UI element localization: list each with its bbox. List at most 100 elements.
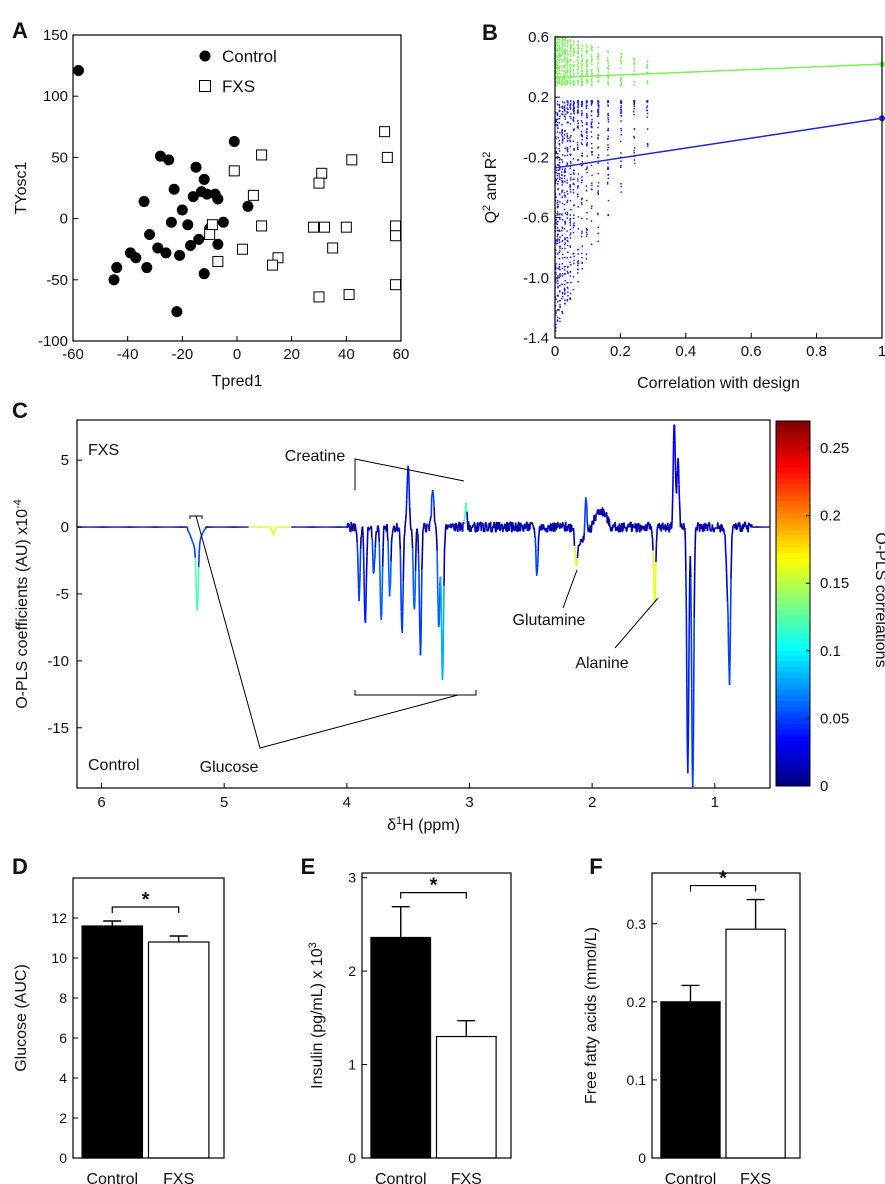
r2-point: [561, 47, 563, 49]
q2-point: [561, 173, 563, 176]
y-tick-label: 0: [59, 1150, 67, 1166]
q2-point: [646, 106, 648, 109]
q2-point: [564, 292, 566, 294]
q2-point: [633, 101, 635, 104]
q2-point: [559, 132, 561, 134]
q2-point: [561, 202, 564, 205]
q2-point: [590, 110, 593, 113]
q2-point: [619, 101, 622, 104]
q2-point: [590, 131, 593, 133]
x-tick-label: 6: [97, 794, 105, 811]
r2-point: [572, 65, 575, 68]
q2-point: [573, 102, 575, 104]
q2-point: [558, 193, 561, 196]
r2-point: [558, 38, 560, 41]
plot-frame: [72, 877, 225, 1159]
q2-point: [572, 288, 575, 291]
q2-point: [566, 270, 569, 273]
q2-point: [597, 240, 600, 243]
q2-point: [573, 169, 575, 172]
q2-point: [561, 292, 564, 295]
q2-point: [573, 148, 575, 151]
r2-point: [554, 38, 557, 41]
annotation-glucose: Glucose: [200, 759, 259, 776]
q2-point: [581, 256, 583, 259]
colorbar-segment: [776, 500, 810, 508]
q2-point: [581, 245, 584, 247]
q2-point: [597, 136, 599, 139]
q2-point: [586, 121, 588, 124]
q2-point: [566, 147, 568, 149]
bar-control: [81, 925, 144, 1159]
point-fxs: [327, 242, 339, 254]
q2-point: [563, 290, 566, 292]
legend-label-fxs: FXS: [222, 77, 255, 96]
r2-point: [607, 82, 609, 85]
y-axis-label: Insulin (pg/mL) x 103: [307, 942, 326, 1089]
q2-point: [620, 164, 622, 167]
q2-point: [581, 105, 583, 107]
q2-point: [577, 122, 579, 124]
q2-point: [566, 190, 568, 193]
r2-point: [581, 73, 584, 75]
q2-point: [597, 106, 600, 108]
q2-point: [563, 302, 566, 305]
x-tick-label: 1: [711, 794, 719, 811]
r2-point: [591, 63, 593, 65]
r2-point: [564, 49, 567, 52]
q2-point: [555, 310, 557, 312]
q2-point: [590, 164, 593, 167]
y-tick-label: -5: [56, 586, 69, 603]
r2-point: [569, 58, 571, 61]
colorbar-segment: [776, 552, 810, 559]
q2-point: [561, 101, 564, 103]
r2-point: [570, 59, 572, 61]
r2-point: [577, 46, 580, 49]
q2-point: [563, 115, 566, 117]
q2-point: [577, 253, 580, 255]
r2-point: [564, 73, 566, 75]
q2-point: [561, 131, 563, 133]
r2-point: [555, 67, 557, 70]
r2-point: [572, 73, 575, 76]
q2-point: [561, 267, 564, 270]
r2-point: [573, 80, 575, 83]
q2-point: [563, 191, 566, 194]
q2-point: [646, 105, 649, 107]
q2-point: [561, 218, 564, 221]
q2-point: [573, 262, 575, 265]
q2-point: [586, 128, 588, 130]
q2-point: [557, 285, 559, 288]
r2-point: [566, 67, 568, 70]
q2-point: [620, 115, 623, 117]
y-tick-label: -1.4: [523, 330, 549, 347]
r2-point: [585, 74, 588, 77]
q2-point: [570, 117, 572, 120]
q2-point: [573, 255, 575, 258]
colorbar-segment: [776, 666, 810, 673]
r2-point: [620, 76, 622, 79]
x-tick-label: 40: [338, 346, 355, 363]
q2-point: [557, 127, 559, 129]
r2-point: [566, 80, 569, 82]
r2-point: [590, 72, 593, 75]
r2-point: [646, 81, 649, 83]
q2-point: [567, 291, 569, 293]
colorbar-segment: [776, 723, 810, 730]
q2-point: [591, 151, 593, 153]
q2-point: [572, 183, 575, 185]
point-fxs: [390, 279, 402, 291]
q2-point: [569, 184, 571, 187]
r2-point: [570, 44, 572, 46]
r2-point: [633, 66, 636, 69]
q2-point: [557, 233, 559, 235]
q2-point: [597, 146, 600, 148]
q2-point: [569, 165, 572, 168]
q2-point: [558, 309, 560, 311]
panel-d: D Control FXS * 0 2 4 6 8 10 12 Glucose (AUC): [12, 854, 225, 1184]
category-label: FXS: [163, 1171, 194, 1184]
r2-point: [558, 45, 561, 48]
r2-point: [561, 58, 564, 61]
q2-point: [586, 229, 588, 231]
q2-point: [620, 133, 623, 136]
